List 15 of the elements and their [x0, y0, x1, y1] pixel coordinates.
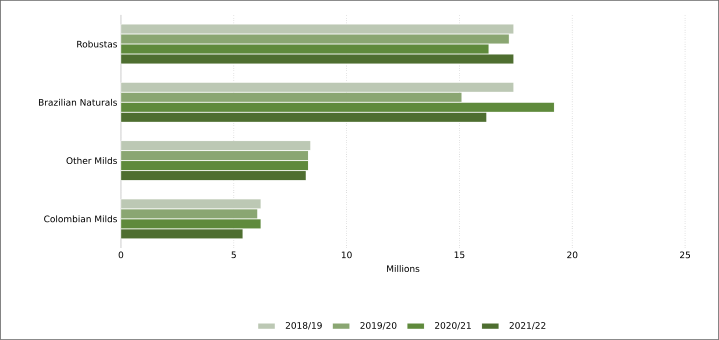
x-tick-label: 5 [232, 252, 236, 258]
y-tick-label: Brazilian Naturals [38, 98, 117, 106]
x-tick-label: 20 [567, 252, 578, 258]
x-axis-title: Millions [387, 265, 420, 272]
legend-label: 2021/22 [510, 322, 546, 330]
x-tick-label: 10 [342, 252, 352, 258]
legend-label: 2018/19 [286, 322, 322, 330]
x-tick-label: 0 [118, 252, 124, 258]
x-tick-label: 25 [680, 252, 690, 258]
y-tick-label: Robustas [77, 40, 117, 48]
y-tick-label: Colombian Milds [44, 215, 117, 222]
y-tick-label: Other Milds [66, 157, 117, 164]
legend-label: 2020/21 [435, 322, 471, 330]
x-tick-label: 15 [454, 252, 464, 258]
legend-label: 2019/20 [360, 322, 396, 330]
